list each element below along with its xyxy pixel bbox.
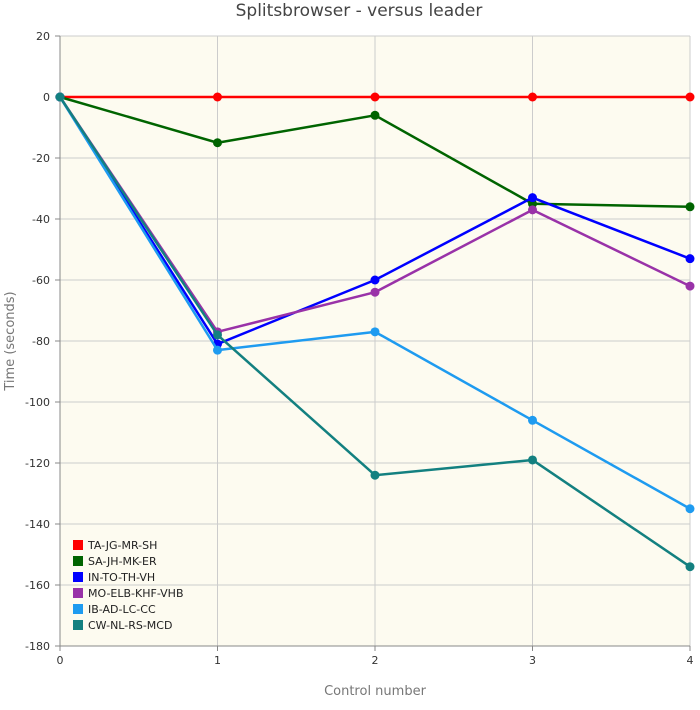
legend-swatch	[73, 604, 83, 614]
data-point	[370, 287, 380, 297]
legend-label: IB-AD-LC-CC	[88, 603, 156, 616]
data-point	[370, 470, 380, 480]
legend-swatch	[73, 588, 83, 598]
x-tick-label: 3	[529, 654, 536, 667]
legend-swatch	[73, 572, 83, 582]
x-tick-label: 4	[687, 654, 694, 667]
y-tick-label: -20	[32, 152, 50, 165]
y-tick-label: -60	[32, 274, 50, 287]
legend-label: CW-NL-RS-MCD	[88, 619, 172, 632]
legend-swatch	[73, 556, 83, 566]
legend: TA-JG-MR-SH SA-JH-MK-ER IN-TO-TH-VH MO-ELB-…	[73, 539, 184, 632]
series-CW-NL-RS-MCD	[55, 92, 695, 572]
x-tick-label: 0	[57, 654, 64, 667]
y-tick-label: -120	[25, 457, 50, 470]
data-point	[213, 92, 222, 102]
data-point	[685, 202, 695, 212]
data-point	[528, 92, 537, 102]
data-point	[528, 205, 537, 215]
data-point	[370, 327, 380, 337]
data-point	[528, 415, 537, 425]
y-tick-label: -40	[32, 213, 50, 226]
y-tick-label: -100	[25, 396, 50, 409]
data-point	[213, 345, 222, 355]
x-tick-label: 2	[372, 654, 379, 667]
legend-label: TA-JG-MR-SH	[87, 539, 157, 552]
x-tick-label: 1	[214, 654, 221, 667]
legend-label: IN-TO-TH-VH	[88, 571, 155, 584]
x-tick-labels: 0 1 2 3 4	[57, 654, 694, 667]
data-point	[55, 92, 65, 102]
x-axis-label: Control number	[324, 684, 427, 699]
legend-label: MO-ELB-KHF-VHB	[88, 587, 184, 600]
y-tick-label: -80	[32, 335, 50, 348]
data-point	[685, 281, 695, 291]
legend-label: SA-JH-MK-ER	[88, 555, 157, 568]
data-point	[213, 138, 222, 148]
axes	[55, 35, 691, 651]
chart-title: Splitsbrowser - versus leader	[236, 1, 483, 21]
series-group	[55, 92, 695, 572]
data-point	[528, 193, 537, 203]
legend-swatch	[73, 540, 83, 550]
y-tick-label: -140	[25, 518, 50, 531]
data-point	[685, 92, 695, 102]
data-point	[370, 275, 380, 285]
y-tick-labels: 20 0 -20 -40 -60 -80 -100 -120 -140 -160 -180	[25, 30, 50, 653]
data-point	[370, 110, 380, 120]
data-point	[370, 92, 380, 102]
data-point	[213, 330, 222, 340]
y-tick-label: 0	[43, 91, 50, 104]
y-tick-label: -160	[25, 579, 50, 592]
data-point	[528, 455, 537, 465]
y-axis-label: Time (seconds)	[3, 291, 18, 391]
y-tick-label: 20	[36, 30, 50, 43]
y-tick-label: -180	[25, 640, 50, 653]
data-point	[685, 254, 695, 264]
data-point	[685, 562, 695, 572]
legend-swatch	[73, 620, 83, 630]
data-point	[685, 504, 695, 514]
